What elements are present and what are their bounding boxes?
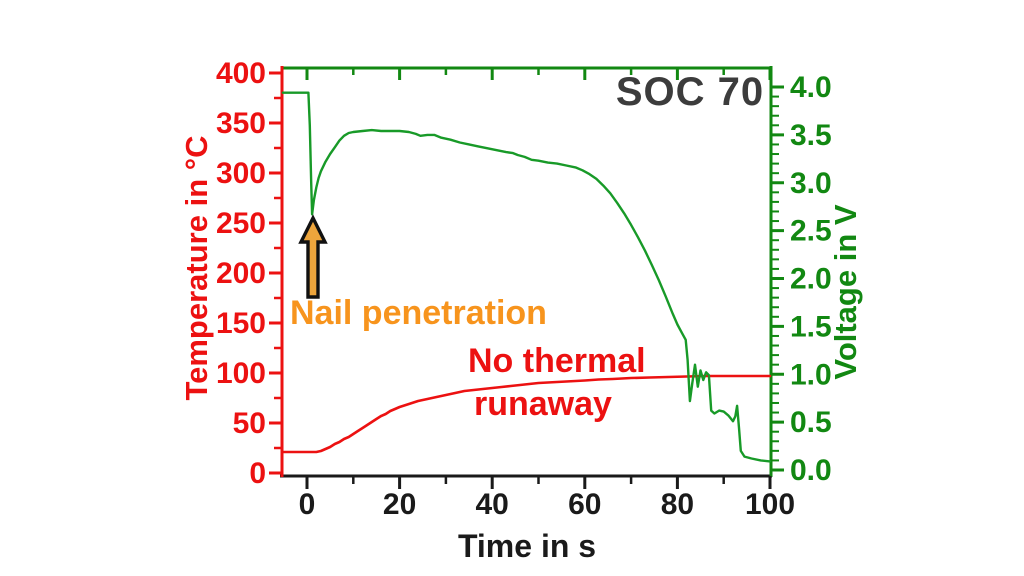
voltage-tick-label: 1.0: [790, 358, 832, 391]
top-axis-ticks: [305, 68, 772, 80]
voltage-curve: [281, 91, 772, 463]
no-thermal-runaway-label-line1: No thermal: [468, 342, 646, 380]
voltage-tick-label: 1.5: [790, 310, 832, 343]
x-axis-tick-label: 40: [476, 488, 509, 521]
left-axis-title: Temperature in °C: [179, 135, 214, 400]
x-axis-ticks: 0 20 40 60 80 100: [299, 476, 795, 521]
voltage-tick-label: 3.0: [790, 167, 832, 200]
temperature-tick-label: 400: [216, 57, 266, 90]
left-axis-ticks: 0 50 100 150 200 250 300 350 400: [216, 57, 282, 490]
temperature-tick-label: 0: [249, 457, 266, 490]
x-axis-tick-label: 0: [299, 488, 316, 521]
temperature-tick-label: 100: [216, 357, 266, 390]
voltage-tick-label: 2.0: [790, 263, 832, 296]
temperature-curve: [281, 374, 772, 454]
no-thermal-runaway-label-line2: runaway: [474, 385, 612, 423]
x-axis-tick-label: 80: [661, 488, 694, 521]
temperature-tick-label: 200: [216, 257, 266, 290]
right-axis-ticks: 0.0 0.5 1.0 1.5 2.0 2.5 3.0 3.5 4.0: [771, 71, 832, 487]
voltage-tick-label: 0.5: [790, 406, 832, 439]
right-axis-title: Voltage in V: [828, 204, 863, 379]
voltage-tick-label: 4.0: [790, 71, 832, 104]
x-axis-tick-label: 60: [568, 488, 601, 521]
x-axis-tick-label: 100: [745, 488, 795, 521]
voltage-tick-label: 2.5: [790, 215, 832, 248]
x-axis-tick-label: 20: [383, 488, 416, 521]
nail-penetration-arrow-icon: [298, 214, 328, 299]
voltage-tick-label: 3.5: [790, 119, 832, 152]
temperature-tick-label: 300: [216, 157, 266, 190]
x-axis-title: Time in s: [458, 528, 596, 564]
temperature-tick-label: 350: [216, 107, 266, 140]
temperature-tick-label: 250: [216, 207, 266, 240]
voltage-tick-label: 0.0: [790, 454, 832, 487]
temperature-tick-label: 50: [233, 407, 266, 440]
soc-annotation: SOC 70: [616, 70, 764, 114]
nail-penetration-label: Nail penetration: [290, 294, 547, 332]
temperature-tick-label: 150: [216, 307, 266, 340]
